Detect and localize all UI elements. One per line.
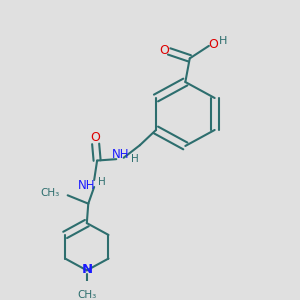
Text: H: H [98, 177, 105, 187]
Text: O: O [91, 131, 100, 144]
Text: O: O [159, 44, 169, 56]
Text: NH: NH [78, 178, 96, 191]
Text: CH₃: CH₃ [40, 188, 59, 197]
Text: H: H [219, 36, 227, 46]
Text: N: N [82, 263, 93, 276]
Text: CH₃: CH₃ [77, 290, 96, 299]
Text: NH: NH [112, 148, 129, 161]
Text: H: H [131, 154, 139, 164]
Text: O: O [208, 38, 218, 51]
